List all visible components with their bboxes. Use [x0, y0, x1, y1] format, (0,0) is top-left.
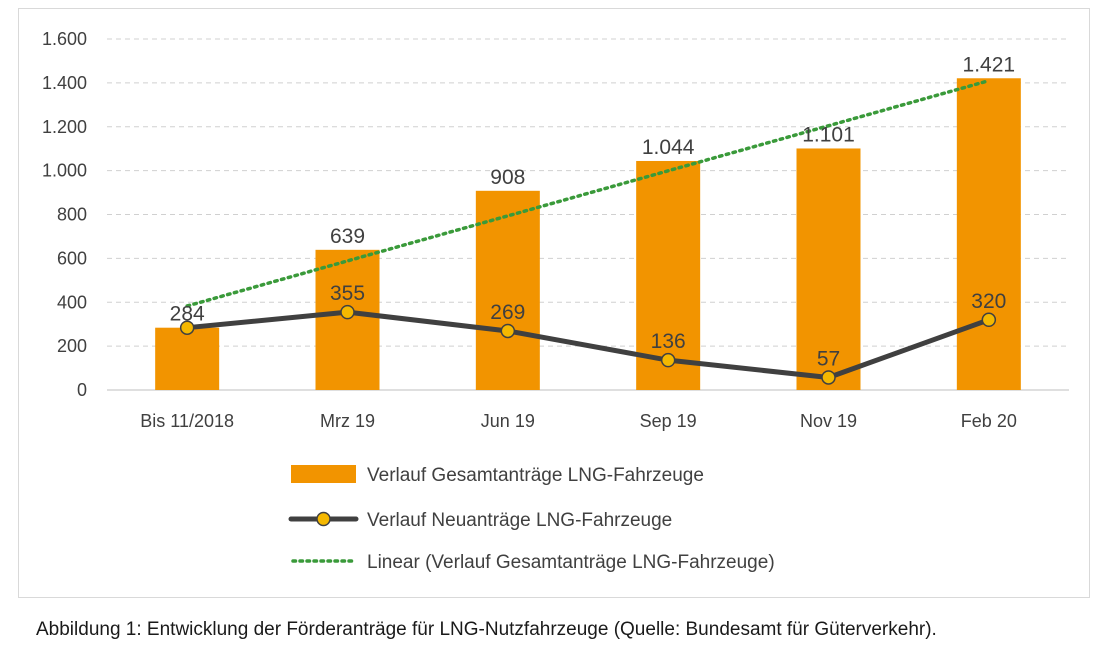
line-series: [179, 304, 997, 385]
line-marker: [179, 320, 195, 335]
x-tick-label: Sep 19: [640, 411, 697, 431]
y-axis-ticks: 0 200 400 600 800 1.000 1.200 1.400 1.600: [42, 29, 87, 400]
bar-value-label: 639: [330, 225, 365, 248]
y-tick-label: 400: [57, 292, 87, 312]
y-tick-label: 200: [57, 336, 87, 356]
series-line: [184, 309, 992, 380]
bar-value-label: 1.101: [802, 123, 855, 146]
line-marker: [500, 323, 516, 339]
data-labels: 284 639 908 1.044 1.101 1.421 355 269 136 57 320: [170, 53, 1015, 370]
chart-frame: 0 200 400 600 800 1.000 1.200 1.400 1.600 284 639…: [18, 8, 1090, 598]
bar-value-label: 1.421: [963, 53, 1016, 76]
bar: [796, 148, 861, 390]
bar: [956, 78, 1021, 390]
x-tick-label: Jun 19: [481, 411, 535, 431]
legend-line-marker: [316, 511, 331, 527]
y-tick-label: 1.600: [42, 29, 87, 49]
bar: [155, 327, 220, 390]
legend: Verlauf Gesamtanträge LNG-Fahrzeuge Verla…: [288, 465, 775, 573]
bar: [475, 190, 540, 390]
line-value-label: 57: [817, 347, 840, 370]
legend-bar-swatch: [291, 465, 356, 483]
y-tick-label: 800: [57, 205, 87, 225]
trendline: [185, 78, 991, 308]
bar: [636, 160, 701, 390]
line-marker: [340, 304, 355, 320]
bars: [155, 78, 1021, 390]
x-tick-label: Nov 19: [800, 411, 857, 431]
x-tick-label: Bis 11/2018: [140, 411, 234, 431]
x-axis-ticks: Bis 11/2018 Mrz 19 Jun 19 Sep 19 Nov 19 Feb 2…: [140, 411, 1017, 431]
y-tick-label: 600: [57, 248, 87, 268]
figure-caption: Abbildung 1: Entwicklung der Förderanträ…: [36, 619, 937, 640]
line-marker: [821, 370, 836, 385]
line-marker: [660, 352, 676, 368]
y-tick-label: 1.200: [42, 117, 87, 137]
y-tick-label: 1.400: [42, 73, 87, 93]
line-marker: [981, 312, 997, 328]
y-tick-label: 0: [77, 380, 87, 400]
bar-value-label: 908: [490, 166, 525, 189]
gridlines: [107, 38, 1069, 391]
line-value-label: 355: [330, 282, 365, 305]
line-value-label: 320: [971, 290, 1006, 313]
trendline: [185, 78, 991, 308]
legend-label: Linear (Verlauf Gesamtanträge LNG-Fahrze…: [367, 552, 775, 573]
bar-value-label: 284: [170, 303, 205, 326]
x-tick-label: Mrz 19: [320, 411, 375, 431]
y-tick-label: 1.000: [42, 161, 87, 181]
line-value-label: 269: [490, 301, 525, 324]
line-value-label: 136: [651, 330, 686, 353]
x-tick-label: Feb 20: [961, 411, 1017, 431]
chart: 0 200 400 600 800 1.000 1.200 1.400 1.600 284 639…: [42, 29, 1069, 573]
legend-label: Verlauf Gesamtanträge LNG-Fahrzeuge: [367, 465, 704, 486]
legend-label: Verlauf Neuanträge LNG-Fahrzeuge: [367, 510, 672, 531]
bar-value-label: 1.044: [642, 136, 695, 159]
bar: [315, 249, 380, 390]
